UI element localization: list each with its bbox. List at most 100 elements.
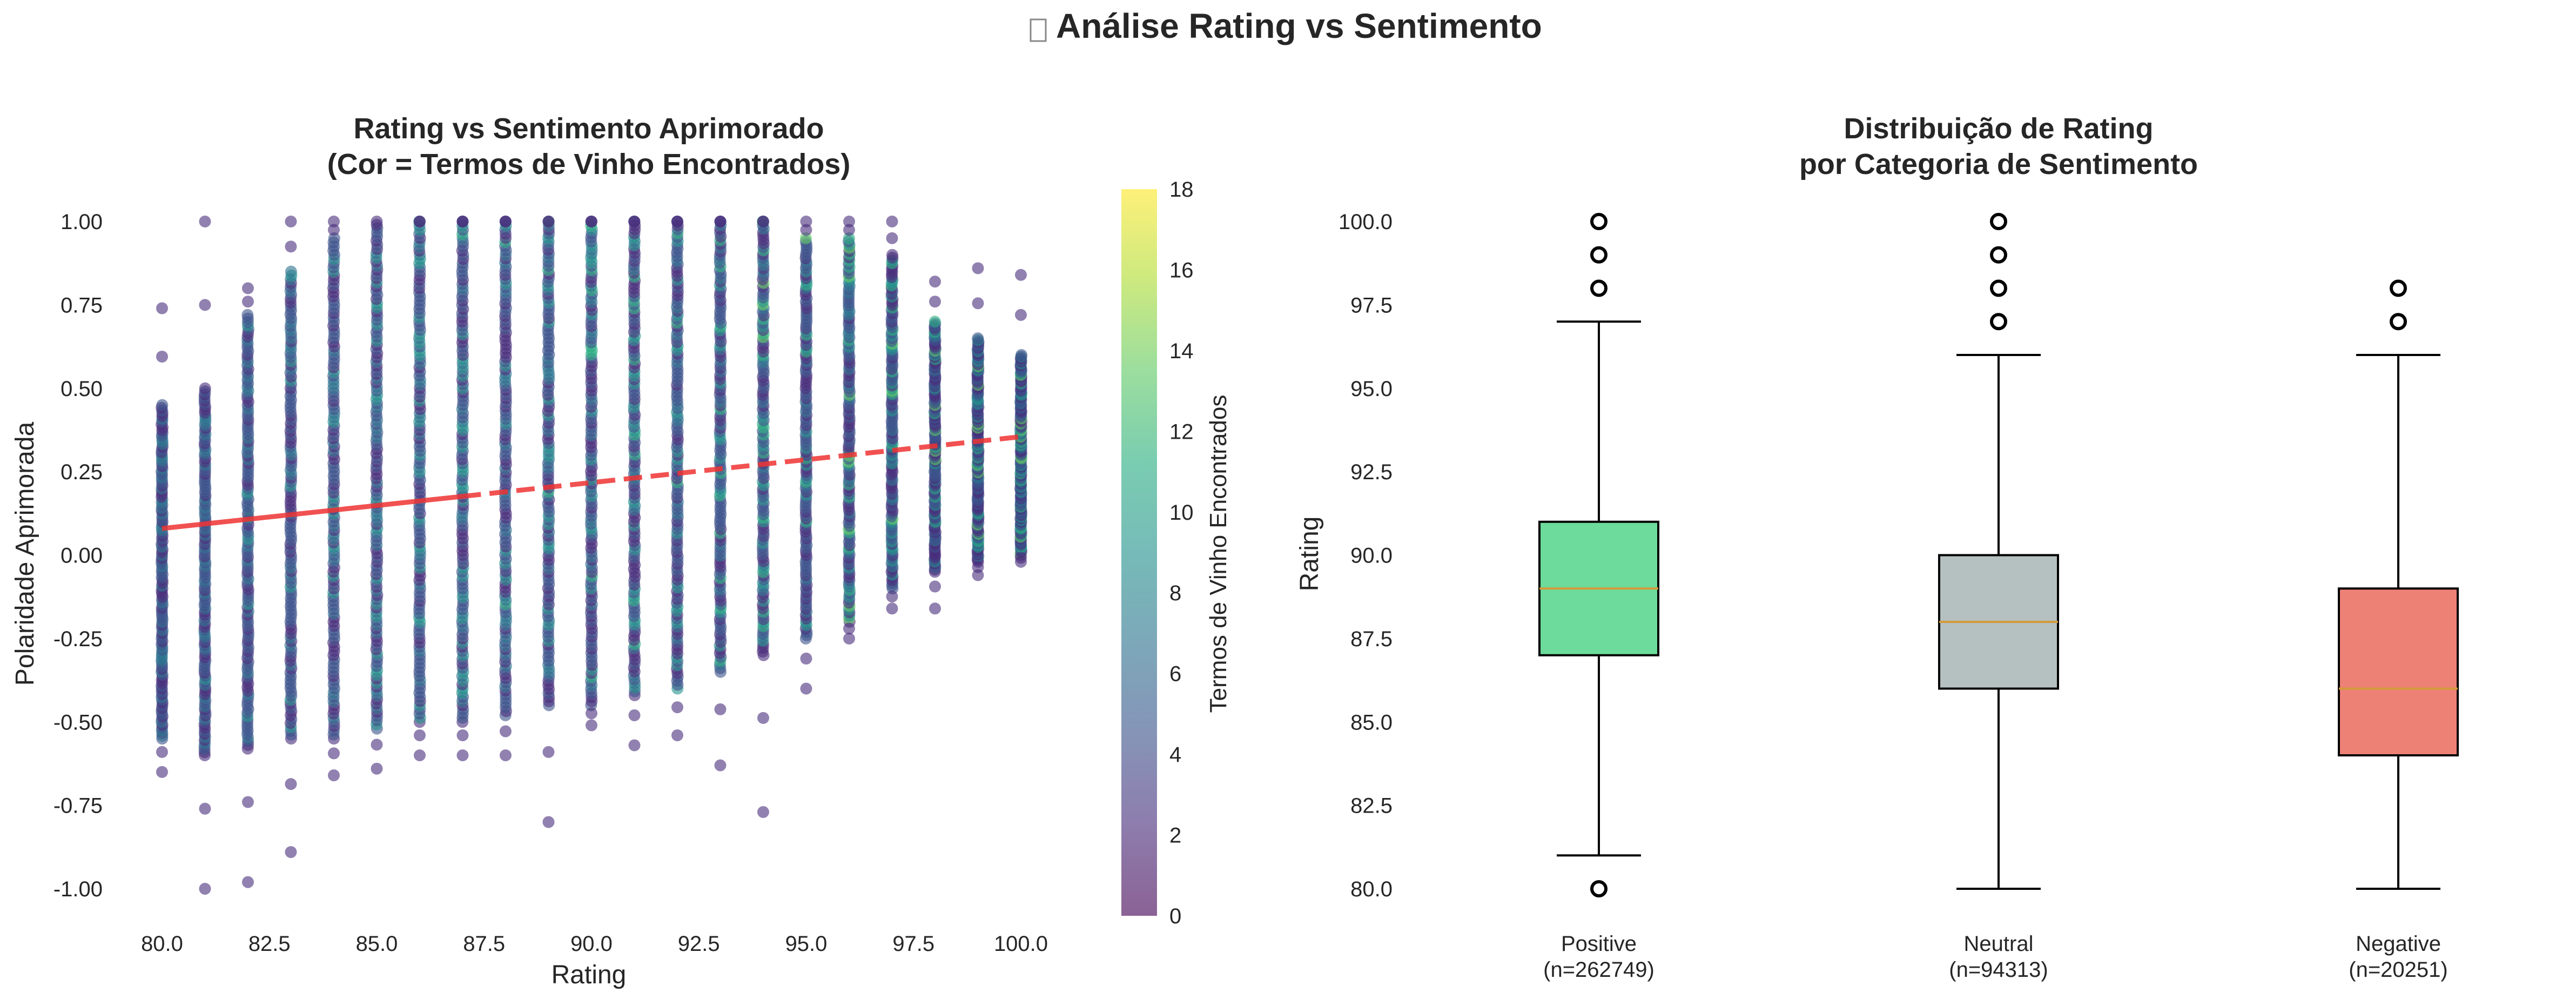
scatter-point — [972, 561, 984, 573]
boxplot-boxes — [1538, 213, 2459, 897]
scatter-point — [156, 746, 168, 758]
boxplot-y-tick-label: 92.5 — [1350, 460, 1393, 484]
scatter-point — [972, 297, 984, 310]
scatter-point — [242, 282, 254, 294]
scatter-point — [757, 806, 769, 818]
scatter-point — [328, 747, 340, 760]
scatter-point — [757, 216, 769, 227]
boxplot-category-label: Positive — [1561, 932, 1637, 956]
colorbar-tick-label: 0 — [1169, 904, 1181, 928]
scatter-point — [929, 276, 941, 288]
scatter-point — [242, 796, 254, 808]
outlier-marker — [1590, 279, 1608, 297]
boxplot-title-line1: Distribuição de Rating — [1844, 112, 2153, 145]
outlier-marker — [1990, 313, 2007, 331]
scatter-point — [1015, 552, 1027, 564]
scatter-point — [1015, 349, 1027, 361]
scatter-point — [285, 778, 297, 790]
scatter-x-tick-label: 95.0 — [785, 932, 828, 956]
scatter-point — [500, 216, 512, 227]
scatter-point — [800, 224, 812, 236]
outlier-marker — [1990, 213, 2007, 230]
scatter-point — [843, 632, 855, 645]
scatter-point — [800, 652, 812, 665]
boxplot-title-line2: por Categoria de Sentimento — [1799, 148, 2198, 180]
suptitle-group: Análise Rating vs Sentimento — [1030, 6, 1542, 45]
scatter-y-ticks: 1.00 0.75 0.50 0.25 0.00 -0.25 -0.50 -0.75 -1.00 — [53, 210, 103, 901]
scatter-x-tick-label: 100.0 — [994, 932, 1048, 956]
scatter-x-ticks: 80.0 82.5 85.0 87.5 90.0 92.5 95.0 97.5 100.0 — [141, 932, 1048, 956]
scatter-point — [929, 580, 941, 593]
scatter-point — [328, 216, 340, 227]
scatter-point — [714, 216, 727, 227]
scatter-point — [242, 876, 254, 888]
figure-suptitle: Análise Rating vs Sentimento — [1056, 6, 1542, 45]
colorbar-tick-label: 6 — [1169, 662, 1181, 686]
scatter-point — [456, 749, 469, 761]
boxplot-y-tick-label: 100.0 — [1339, 210, 1393, 234]
scatter-point — [886, 602, 898, 615]
boxplot-y-tick-label: 95.0 — [1350, 377, 1393, 401]
scatter-point — [542, 216, 555, 227]
scatter-point — [199, 802, 211, 815]
scatter-point — [586, 719, 597, 732]
outlier-marker — [1590, 880, 1608, 897]
scatter-point — [843, 216, 855, 227]
missing-glyph-icon — [1030, 18, 1047, 42]
scatter-y-tick-label: -0.25 — [53, 627, 103, 651]
scatter-y-tick-label: 0.50 — [60, 377, 103, 401]
colorbar-label: Termos de Vinho Encontrados — [1205, 395, 1232, 713]
boxplot-category-label: Neutral — [1964, 932, 2034, 956]
trendline-solid-segment — [162, 494, 463, 531]
scatter-point — [586, 216, 597, 227]
outlier-marker — [1990, 279, 2007, 297]
scatter-point — [671, 216, 683, 227]
trendline-dashed-segment — [462, 434, 1021, 499]
scatter-x-tick-label: 92.5 — [678, 932, 720, 956]
scatter-point — [929, 316, 941, 328]
colorbar-tick-label: 14 — [1169, 339, 1194, 363]
scatter-point — [886, 216, 898, 227]
scatter-point — [500, 725, 512, 737]
boxplot-y-tick-label: 87.5 — [1350, 627, 1393, 651]
scatter-point — [886, 249, 898, 261]
scatter-point — [929, 602, 941, 615]
scatter-y-tick-label: 0.25 — [60, 460, 103, 484]
scatter-point — [285, 846, 297, 859]
outlier-marker — [1990, 246, 2007, 264]
scatter-point — [671, 729, 683, 741]
boxplot-category-count: (n=262749) — [1543, 958, 1654, 982]
outlier-marker — [2390, 313, 2407, 331]
colorbar-tick-label: 8 — [1169, 581, 1181, 605]
outlier-marker — [1590, 246, 1608, 264]
scatter-point — [799, 232, 812, 244]
boxplot-category-count: (n=20251) — [2349, 958, 2447, 982]
boxplot-x-ticks: Positive(n=262749) Neutral(n=94313) Negati… — [1543, 932, 2448, 982]
scatter-point — [414, 749, 426, 761]
scatter-point — [929, 296, 941, 308]
scatter-point — [456, 216, 469, 227]
scatter-point — [414, 216, 426, 227]
boxplot-panel: Distribuição de Rating por Categoria de … — [1295, 112, 2459, 982]
trendline — [162, 434, 1021, 531]
scatter-point — [800, 682, 812, 695]
scatter-point — [886, 232, 898, 244]
outlier-marker — [2390, 279, 2407, 297]
scatter-x-tick-label: 90.0 — [570, 932, 613, 956]
scatter-y-tick-label: 1.00 — [60, 210, 103, 234]
scatter-point — [156, 351, 168, 363]
scatter-point — [456, 729, 469, 741]
boxplot-y-tick-label: 80.0 — [1350, 877, 1393, 901]
scatter-point — [757, 712, 769, 724]
scatter-point — [371, 739, 383, 751]
scatter-y-tick-label: 0.00 — [60, 544, 103, 568]
scatter-point — [843, 232, 855, 244]
colorbar-tick-label: 10 — [1169, 501, 1194, 525]
scatter-point — [843, 622, 855, 635]
scatter-point — [972, 262, 984, 274]
scatter-x-tick-label: 80.0 — [141, 932, 183, 956]
scatter-point — [1015, 309, 1027, 321]
scatter-x-axis-label: Rating — [551, 961, 627, 989]
boxplot-y-tick-label: 90.0 — [1350, 544, 1393, 568]
